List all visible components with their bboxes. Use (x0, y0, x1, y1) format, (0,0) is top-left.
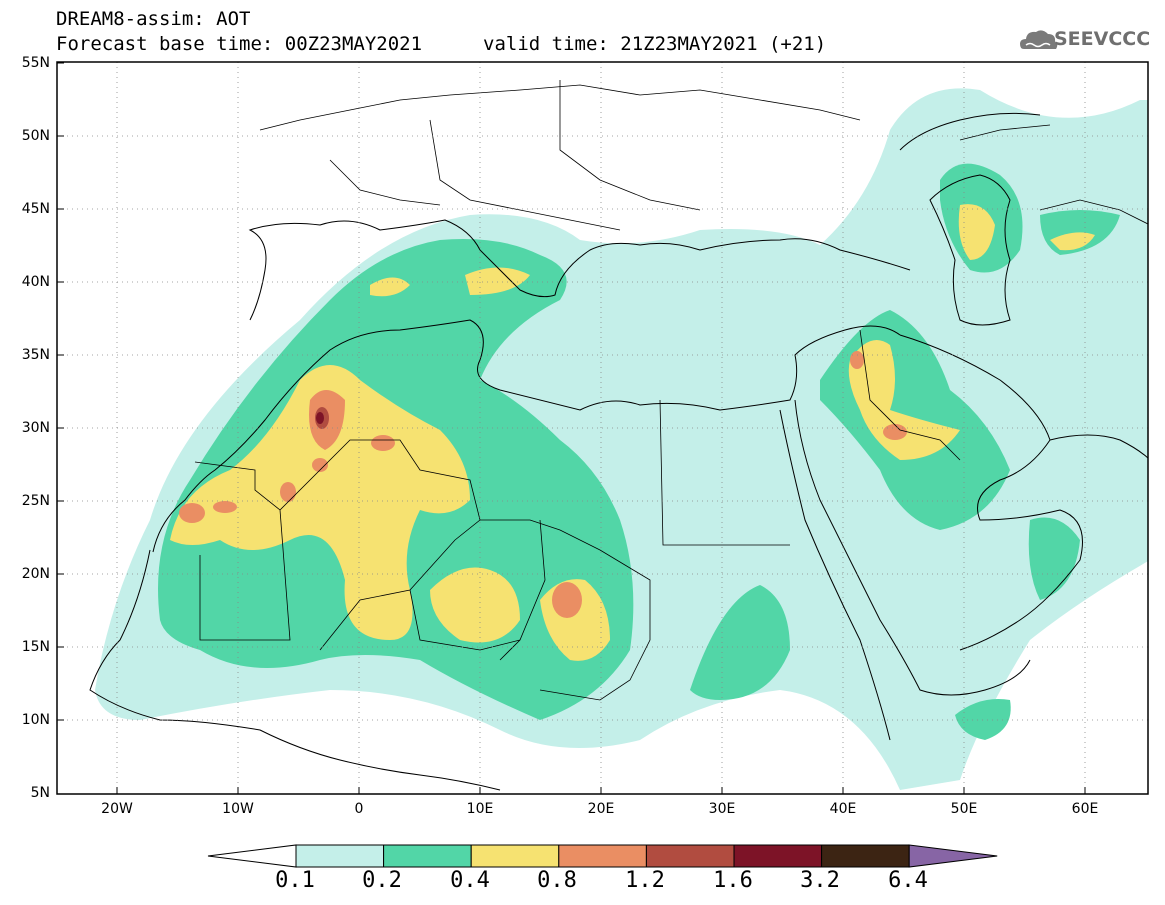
colorbar-label: 0.4 (450, 868, 490, 893)
country-borders (194, 80, 1148, 701)
lat-label: 45N (21, 201, 50, 217)
lon-label: 20E (587, 801, 615, 817)
lat-label: 40N (21, 274, 50, 290)
aot-field-0-8 (179, 351, 907, 618)
lon-label: 30E (708, 801, 736, 817)
valid-time: valid time: 21Z23MAY2021 (+21) (483, 33, 827, 55)
lat-label: 35N (21, 347, 50, 363)
lat-label: 55N (21, 55, 50, 71)
axis-ticks (57, 62, 1086, 794)
lon-label: 60E (1071, 801, 1099, 817)
lat-label: 20N (21, 566, 50, 582)
lat-lon-gridlines (57, 62, 1148, 794)
lat-label: 15N (21, 639, 50, 655)
aot-field-0-4 (170, 204, 1095, 661)
lat-label: 50N (21, 128, 50, 144)
lat-label: 30N (21, 420, 50, 436)
chart-title: DREAM8-assim: AOT (56, 8, 251, 30)
lon-label: 50E (950, 801, 978, 817)
forecast-base-time: Forecast base time: 00Z23MAY2021 (56, 33, 423, 55)
lat-label: 5N (30, 785, 50, 801)
colorbar-label: 1.6 (713, 868, 753, 893)
seevccc-logo-text: SEEVCCC (1054, 28, 1151, 50)
lat-label: 25N (21, 493, 50, 509)
colorbar-label: 0.1 (275, 868, 315, 893)
lat-label: 10N (21, 712, 50, 728)
seevccc-cloud-logo-icon (1020, 30, 1058, 49)
lon-label: 20W (101, 801, 133, 817)
colorbar-label: 0.2 (362, 868, 402, 893)
colorbar-label: 0.8 (537, 868, 577, 893)
lon-label: 0 (354, 801, 364, 817)
aot-field-1-6 (316, 412, 324, 424)
colorbar-label: 3.2 (800, 868, 840, 893)
lon-label: 10W (222, 801, 254, 817)
colorbar-label: 6.4 (888, 868, 928, 893)
lon-label: 10E (466, 801, 494, 817)
colorbar-label: 1.2 (625, 868, 665, 893)
lon-label: 40E (829, 801, 857, 817)
